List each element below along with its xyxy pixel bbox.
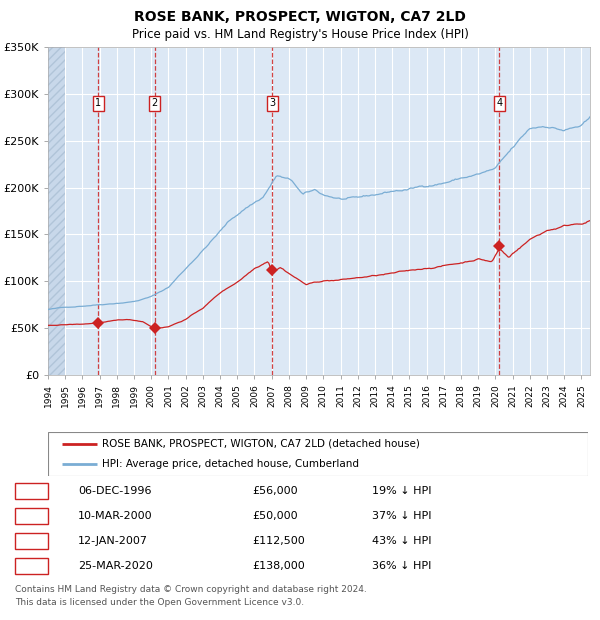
Text: ROSE BANK, PROSPECT, WIGTON, CA7 2LD: ROSE BANK, PROSPECT, WIGTON, CA7 2LD: [134, 10, 466, 24]
Text: 25-MAR-2020: 25-MAR-2020: [78, 561, 153, 571]
Text: 19% ↓ HPI: 19% ↓ HPI: [372, 486, 431, 496]
Text: 10-MAR-2000: 10-MAR-2000: [78, 511, 152, 521]
Text: 43% ↓ HPI: 43% ↓ HPI: [372, 536, 431, 546]
Text: £138,000: £138,000: [252, 561, 305, 571]
Text: £112,500: £112,500: [252, 536, 305, 546]
Text: Contains HM Land Registry data © Crown copyright and database right 2024.: Contains HM Land Registry data © Crown c…: [15, 585, 367, 594]
Text: 4: 4: [496, 98, 502, 108]
Text: Price paid vs. HM Land Registry's House Price Index (HPI): Price paid vs. HM Land Registry's House …: [131, 28, 469, 41]
Text: £50,000: £50,000: [252, 511, 298, 521]
Text: £56,000: £56,000: [252, 486, 298, 496]
Text: 2: 2: [28, 511, 35, 521]
Text: 2: 2: [151, 98, 158, 108]
Text: 06-DEC-1996: 06-DEC-1996: [78, 486, 151, 496]
Text: 4: 4: [28, 561, 35, 571]
Text: 1: 1: [95, 98, 101, 108]
Text: ROSE BANK, PROSPECT, WIGTON, CA7 2LD (detached house): ROSE BANK, PROSPECT, WIGTON, CA7 2LD (de…: [102, 439, 420, 449]
Text: 36% ↓ HPI: 36% ↓ HPI: [372, 561, 431, 571]
Text: 3: 3: [28, 536, 35, 546]
Text: 12-JAN-2007: 12-JAN-2007: [78, 536, 148, 546]
Text: 37% ↓ HPI: 37% ↓ HPI: [372, 511, 431, 521]
Text: 3: 3: [269, 98, 275, 108]
Text: 1: 1: [28, 486, 35, 496]
Text: HPI: Average price, detached house, Cumberland: HPI: Average price, detached house, Cumb…: [102, 459, 359, 469]
Bar: [48, 47, 65, 375]
Text: This data is licensed under the Open Government Licence v3.0.: This data is licensed under the Open Gov…: [15, 598, 304, 607]
